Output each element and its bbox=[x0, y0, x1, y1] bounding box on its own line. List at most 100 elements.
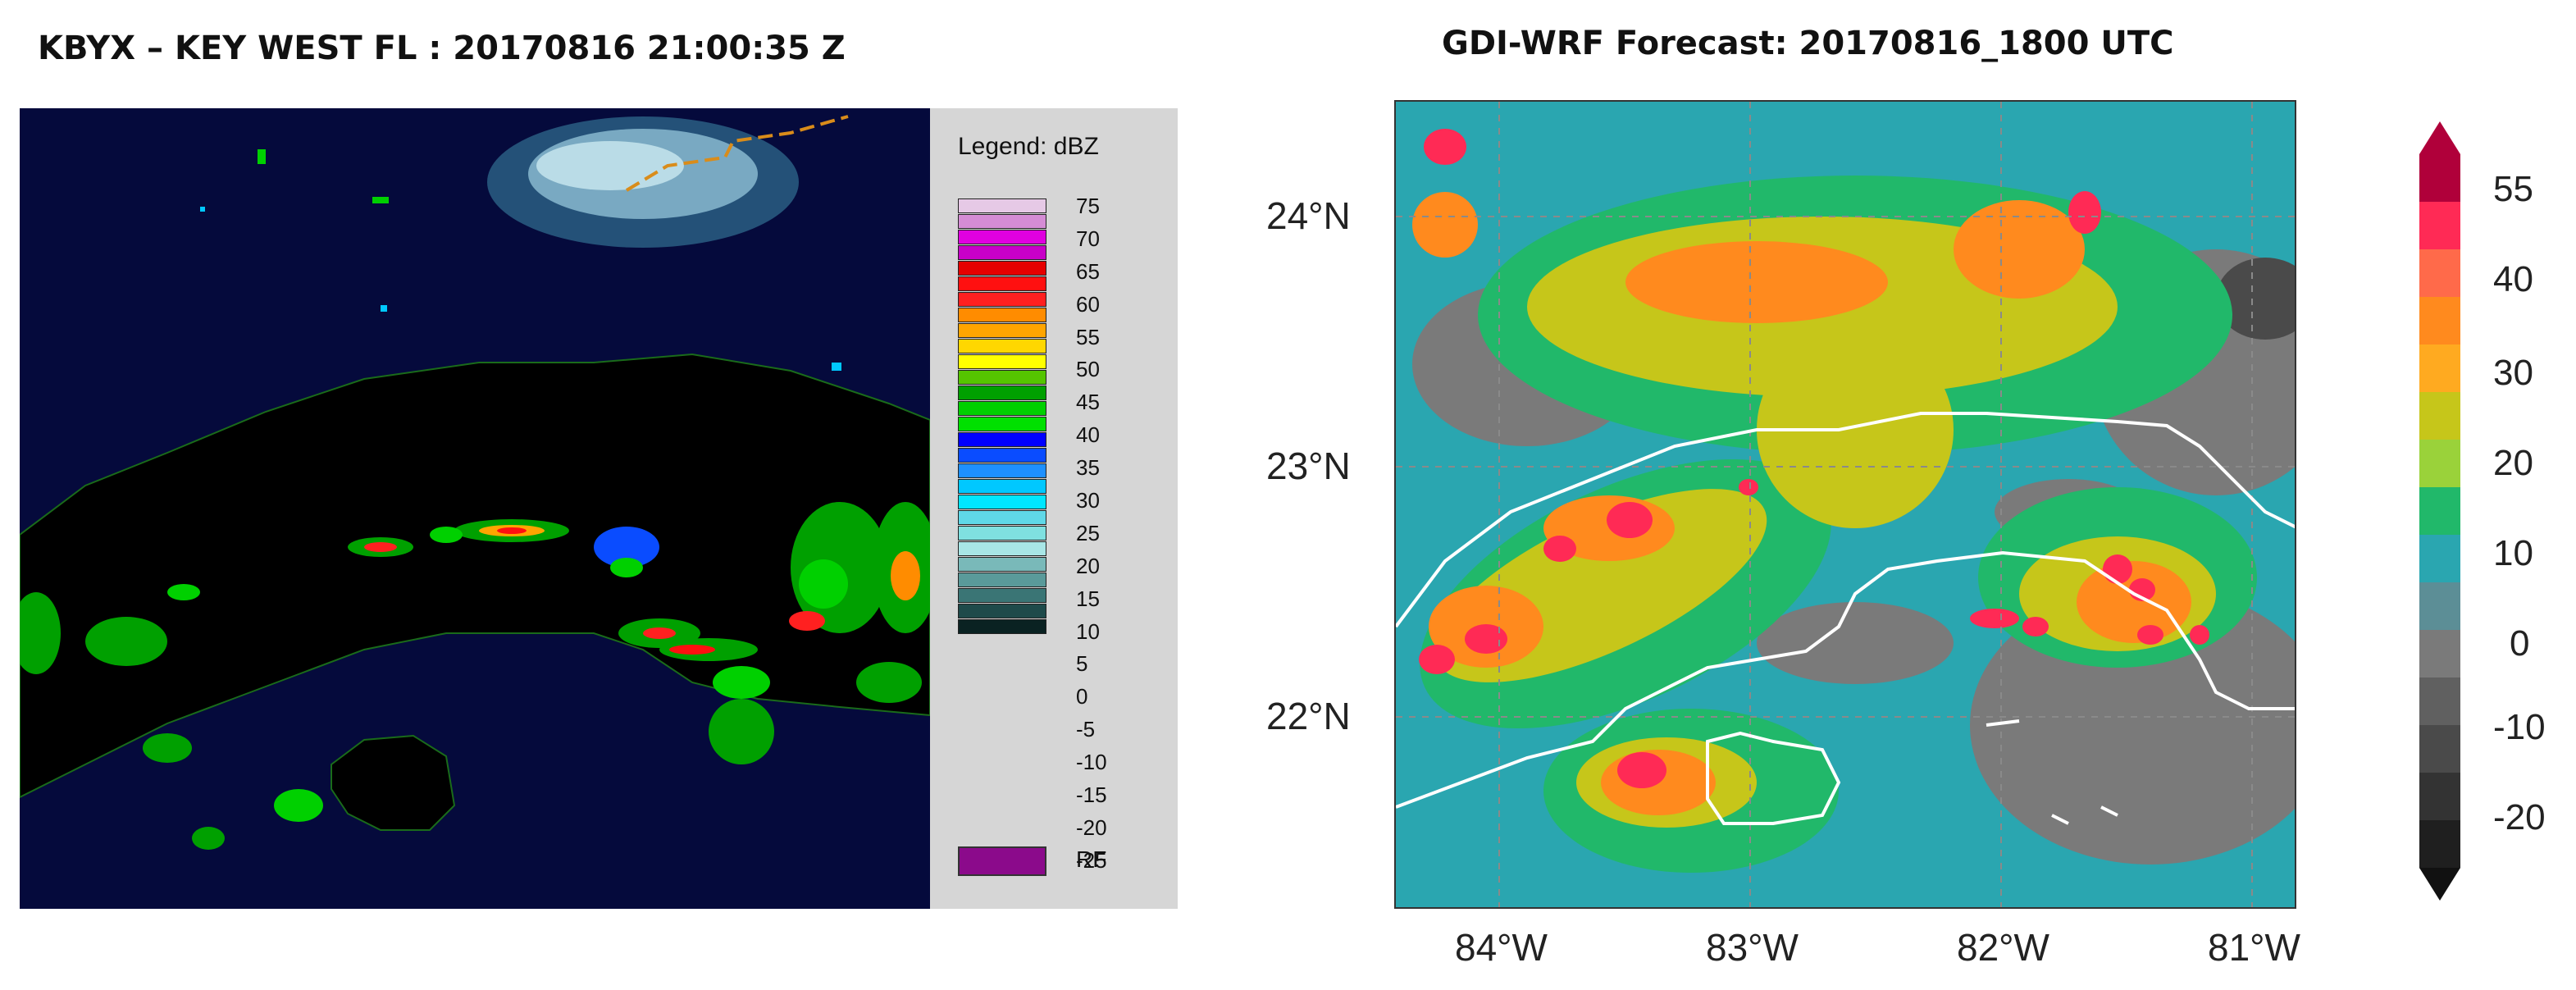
colorbar-segment bbox=[2419, 297, 2460, 345]
legend-labels: 75 70 65 60 55 50 45 40 35 30 25 20 15 10 5 0 -5 -10 -15 -2… bbox=[1076, 190, 1174, 878]
colorbar-label-30: 30 bbox=[2493, 353, 2533, 393]
colorbar-label-20: 20 bbox=[2493, 443, 2533, 483]
legend-swatch bbox=[958, 495, 1046, 509]
legend-level-label: 5 bbox=[1076, 651, 1088, 677]
colorbar bbox=[2419, 121, 2460, 901]
legend-swatch bbox=[958, 479, 1046, 494]
legend-level-label: -10 bbox=[1076, 750, 1107, 775]
legend-swatch bbox=[958, 214, 1046, 229]
colorbar-top-arrow bbox=[2419, 121, 2460, 154]
lon-label-81: 81°W bbox=[2208, 926, 2300, 969]
legend-level-label: -20 bbox=[1076, 814, 1107, 840]
legend-swatch bbox=[958, 370, 1046, 385]
colorbar-segment bbox=[2419, 487, 2460, 536]
legend-level-label: -15 bbox=[1076, 782, 1107, 808]
colorbar-label-40: 40 bbox=[2493, 259, 2533, 299]
legend-swatch bbox=[958, 541, 1046, 556]
colorbar-segment bbox=[2419, 773, 2460, 821]
legend-swatch bbox=[958, 526, 1046, 541]
colorbar-segment bbox=[2419, 392, 2460, 440]
legend-swatch bbox=[958, 510, 1046, 525]
lat-label-24: 24°N bbox=[1266, 194, 1351, 237]
lat-label-23: 23°N bbox=[1266, 445, 1351, 487]
legend-swatch bbox=[958, 198, 1046, 213]
legend-swatch bbox=[958, 386, 1046, 400]
legend-title: Legend: dBZ bbox=[958, 133, 1099, 160]
colorbar-segment bbox=[2419, 249, 2460, 298]
keys-outline bbox=[625, 115, 849, 192]
legend-swatch bbox=[958, 573, 1046, 587]
forecast-map-svg bbox=[1396, 102, 2295, 907]
legend-level-label: 70 bbox=[1076, 226, 1100, 251]
colorbar-bottom-arrow bbox=[2419, 868, 2460, 901]
colorbar-segment bbox=[2419, 535, 2460, 583]
legend-swatch bbox=[958, 557, 1046, 572]
clutter-top bbox=[487, 116, 799, 248]
legend-level-label: 35 bbox=[1076, 455, 1100, 481]
colorbar-segment bbox=[2419, 677, 2460, 726]
colorbar-svg bbox=[2419, 121, 2460, 901]
isle-of-youth bbox=[331, 734, 456, 831]
legend-level-label: 45 bbox=[1076, 390, 1100, 415]
legend-level-label: 15 bbox=[1076, 586, 1100, 611]
legend-swatch bbox=[958, 339, 1046, 354]
legend-level-label: 30 bbox=[1076, 488, 1100, 513]
red-areas bbox=[1419, 129, 2209, 788]
coastlines bbox=[1396, 412, 2295, 825]
colorbar-label-neg10: -10 bbox=[2493, 707, 2546, 747]
legend-swatch bbox=[958, 401, 1046, 416]
legend-level-label: 50 bbox=[1076, 357, 1100, 382]
colorbar-label-10: 10 bbox=[2493, 533, 2533, 573]
legend-level-label: 75 bbox=[1076, 194, 1100, 218]
legend-swatch bbox=[958, 432, 1046, 447]
lat-label-22: 22°N bbox=[1266, 695, 1351, 737]
legend-swatch bbox=[958, 308, 1046, 322]
legend-swatch bbox=[958, 276, 1046, 291]
lon-label-83: 83°W bbox=[1706, 926, 1799, 969]
legend-level-label: 55 bbox=[1076, 324, 1100, 349]
lon-label-82: 82°W bbox=[1957, 926, 2049, 969]
echoes-small bbox=[200, 149, 841, 371]
colorbar-label-0: 0 bbox=[2510, 623, 2530, 664]
lon-label-84: 84°W bbox=[1455, 926, 1548, 969]
legend-swatch bbox=[958, 261, 1046, 276]
legend-level-label: 0 bbox=[1076, 684, 1088, 709]
legend-level-label: 65 bbox=[1076, 258, 1100, 284]
legend-swatch bbox=[958, 619, 1046, 634]
cuba-land bbox=[20, 353, 930, 799]
legend-swatch bbox=[958, 448, 1046, 463]
colorbar-segment bbox=[2419, 820, 2460, 869]
legend-level-label: -25 bbox=[1076, 847, 1107, 873]
forecast-title: GDI-WRF Forecast: 20170816_1800 UTC bbox=[1442, 25, 2174, 62]
legend-swatches bbox=[958, 198, 1046, 635]
legend-level-label: 20 bbox=[1076, 553, 1100, 578]
radar-legend: Legend: dBZ 75 70 65 60 55 50 45 40 35 30 25 20 15 10… bbox=[930, 108, 1178, 909]
legend-level-label: 40 bbox=[1076, 422, 1100, 448]
legend-swatch bbox=[958, 245, 1046, 260]
legend-level-label: 25 bbox=[1076, 520, 1100, 545]
colorbar-segment bbox=[2419, 202, 2460, 250]
radar-map bbox=[20, 108, 930, 909]
gridlines bbox=[1396, 102, 2295, 907]
legend-swatch bbox=[958, 354, 1046, 369]
colorbar-segment bbox=[2419, 344, 2460, 393]
colorbar-label-neg20: -20 bbox=[2493, 797, 2546, 837]
rf-swatch bbox=[958, 846, 1046, 876]
radar-map-svg bbox=[20, 115, 930, 850]
convection bbox=[20, 502, 930, 850]
colorbar-segment bbox=[2419, 630, 2460, 678]
legend-level-label: 10 bbox=[1076, 618, 1100, 644]
forecast-map bbox=[1394, 100, 2296, 909]
legend-swatch bbox=[958, 323, 1046, 338]
colorbar-segment bbox=[2419, 154, 2460, 203]
rf-label: RF bbox=[1076, 846, 1107, 872]
legend-level-label: -5 bbox=[1076, 717, 1096, 742]
legend-level-label: 60 bbox=[1076, 291, 1100, 317]
radar-title: KBYX – KEY WEST FL : 20170816 21:00:35 Z bbox=[38, 30, 846, 67]
legend-swatch bbox=[958, 417, 1046, 431]
legend-swatch bbox=[958, 463, 1046, 478]
colorbar-segment bbox=[2419, 582, 2460, 631]
colorbar-label-55: 55 bbox=[2493, 169, 2533, 209]
colorbar-segment bbox=[2419, 725, 2460, 773]
legend-swatch bbox=[958, 604, 1046, 618]
